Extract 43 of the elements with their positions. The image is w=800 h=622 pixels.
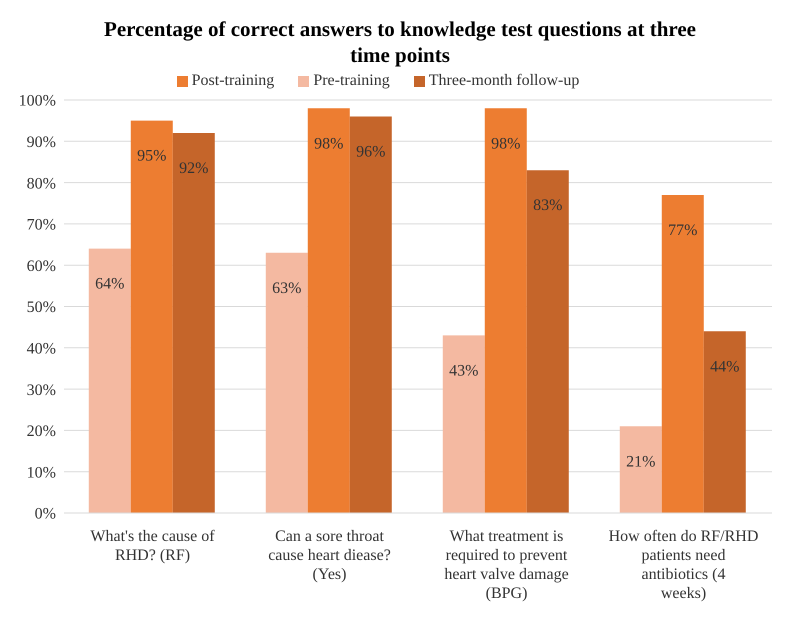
bar: [266, 252, 308, 513]
data-label: 95%: [137, 148, 166, 165]
data-label: 83%: [533, 197, 562, 214]
x-tick-label: Can a sore throat cause heart diease? (Yes): [268, 528, 391, 583]
legend-label: Post-training: [192, 72, 274, 89]
y-tick-label: 100%: [18, 92, 56, 110]
y-tick-label: 30%: [26, 382, 56, 399]
bar: [172, 133, 215, 513]
data-label: 44%: [710, 358, 740, 376]
data-label: 43%: [449, 362, 478, 380]
data-label: 98%: [314, 135, 344, 152]
bar: [308, 108, 350, 513]
y-tick-label: 50%: [26, 299, 56, 316]
bar: [130, 120, 173, 513]
data-label: 63%: [272, 280, 302, 297]
bar: [526, 170, 569, 513]
y-tick-label: 80%: [26, 175, 56, 192]
data-label: 64%: [95, 276, 124, 293]
y-tick-label: 70%: [26, 216, 56, 234]
legend-label: Pre-training: [313, 72, 390, 89]
chart-title: Percentage of correct answers to knowledge test questions at three time points: [103, 16, 697, 68]
x-tick-label: How often do RF/RHD patients need antibiotics (4 weeks): [608, 528, 758, 602]
y-tick-label: 20%: [26, 423, 56, 440]
x-tick-label: What treatment is required to prevent heart valve damage (BPG): [444, 528, 569, 602]
bar: [350, 116, 392, 513]
legend-label: Three-month follow-up: [428, 72, 580, 89]
y-tick-label: 10%: [26, 464, 56, 482]
bar: [88, 248, 131, 513]
data-label: 98%: [491, 135, 520, 152]
y-tick-label: 0%: [34, 506, 56, 523]
bar: [442, 335, 485, 513]
y-tick-label: 90%: [26, 134, 56, 151]
data-label: 96%: [356, 144, 386, 161]
data-label: 77%: [668, 222, 698, 239]
y-tick-label: 40%: [26, 340, 56, 358]
x-tick-label: What's the cause of RHD? (RF): [90, 528, 216, 564]
data-label: 92%: [179, 160, 208, 178]
bar: [484, 108, 527, 513]
bar: [662, 194, 704, 513]
data-label: 21%: [626, 453, 656, 470]
bar: [620, 426, 662, 513]
bar: [704, 331, 746, 513]
y-tick-label: 60%: [26, 258, 56, 275]
